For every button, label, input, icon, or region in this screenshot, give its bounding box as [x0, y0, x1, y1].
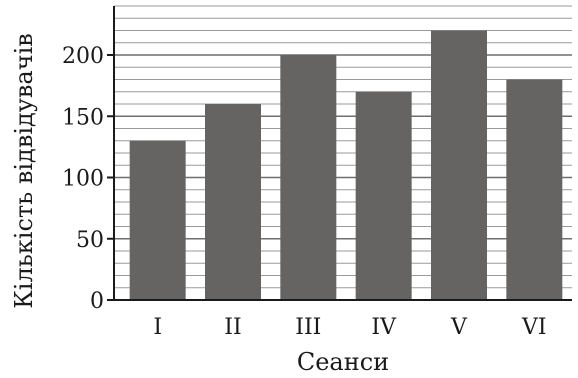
bar-IV [355, 91, 412, 300]
y-tick-label-150: 150 [62, 105, 104, 130]
x-tick-label-VI: VI [521, 315, 547, 340]
y-tick-label-200: 200 [62, 44, 104, 69]
grid-lines [114, 5, 572, 289]
bar-I [129, 140, 186, 300]
bars [129, 30, 563, 300]
x-tick-label-II: II [224, 315, 241, 340]
x-axis-title: Сеанси [297, 348, 389, 376]
x-tick-label-I: I [153, 315, 162, 340]
bar-V [431, 30, 487, 300]
y-tick-label-0: 0 [90, 289, 104, 314]
x-tick-labels: I II III IV V VI [153, 315, 546, 340]
bar-VI [506, 79, 563, 300]
y-tick-labels: 0 50 100 150 200 [62, 44, 114, 314]
bar-II [205, 104, 261, 300]
y-tick-label-100: 100 [62, 167, 104, 192]
x-tick-label-III: III [295, 315, 321, 340]
x-tick-label-IV: IV [371, 315, 397, 340]
y-axis-title: Кількість відвідувачів [10, 33, 38, 309]
y-tick-label-50: 50 [76, 228, 104, 253]
x-tick-label-V: V [450, 315, 468, 340]
bar-III [280, 55, 337, 300]
